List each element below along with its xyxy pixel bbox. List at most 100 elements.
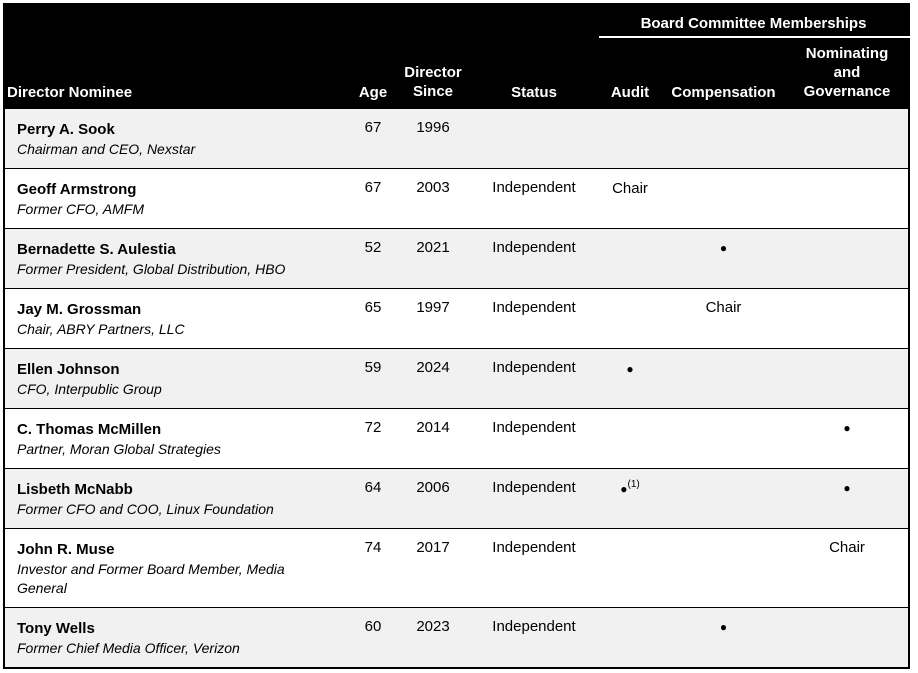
nominee-cell: Geoff Armstrong Former CFO, AMFM <box>4 169 349 229</box>
since-cell: 2014 <box>416 419 450 436</box>
director-name: Geoff Armstrong <box>17 181 137 198</box>
compensation-membership-mark: ● <box>719 241 728 255</box>
status-cell: Independent <box>492 179 576 196</box>
column-header-status: Status <box>469 37 599 109</box>
since-cell: 1997 <box>416 299 450 316</box>
group-header-spacer <box>4 4 599 37</box>
status-cell: Independent <box>492 539 576 556</box>
governance-cell <box>786 109 909 169</box>
director-row-tony-wells: Tony Wells Former Chief Media Officer, V… <box>4 607 910 669</box>
director-name: John R. Muse <box>17 541 115 558</box>
director-name: Tony Wells <box>17 620 95 637</box>
governance-cell <box>786 289 909 349</box>
nominee-cell: John R. Muse Investor and Former Board M… <box>4 529 349 608</box>
since-cell: 2023 <box>416 618 450 635</box>
compensation-cell: ● <box>661 229 786 289</box>
column-header-director-since-label: Director Since <box>404 64 462 100</box>
compensation-cell <box>661 349 786 409</box>
director-row-geoff-armstrong: Geoff Armstrong Former CFO, AMFM 67 2003… <box>4 168 910 229</box>
nominee-cell: Jay M. Grossman Chair, ABRY Partners, LL… <box>4 289 349 349</box>
compensation-cell: ● <box>661 608 786 669</box>
governance-cell: ● <box>786 469 909 529</box>
compensation-cell <box>661 169 786 229</box>
director-title: Partner, Moran Global Strategies <box>17 441 221 457</box>
column-header-age: Age <box>349 37 397 109</box>
governance-cell <box>786 229 909 289</box>
compensation-cell <box>661 109 786 169</box>
group-header-row: Board Committee Memberships <box>4 4 910 38</box>
nominee-cell: Perry A. Sook Chairman and CEO, Nexstar <box>4 109 349 169</box>
age-cell: 60 <box>364 618 382 635</box>
director-title: Chairman and CEO, Nexstar <box>17 141 196 157</box>
governance-cell <box>786 608 909 669</box>
status-cell: Independent <box>492 419 576 436</box>
compensation-cell: Chair <box>661 289 786 349</box>
audit-footnote-marker: (1) <box>627 479 640 490</box>
governance-membership-mark: ● <box>843 421 851 435</box>
audit-cell <box>599 608 661 669</box>
audit-cell: Chair <box>599 169 661 229</box>
since-cell: 2006 <box>416 479 450 496</box>
governance-chair-label: Chair <box>829 539 865 556</box>
director-title: Former Chief Media Officer, Verizon <box>17 640 240 656</box>
governance-cell <box>786 169 909 229</box>
status-cell: Independent <box>492 479 576 496</box>
status-cell <box>469 109 599 169</box>
director-name: Perry A. Sook <box>17 121 115 138</box>
governance-cell: Chair <box>786 529 909 608</box>
column-header-director-since: Director Since <box>397 37 469 109</box>
governance-cell: ● <box>786 409 909 469</box>
table-body: Perry A. Sook Chairman and CEO, Nexstar … <box>4 108 910 669</box>
status-cell: Independent <box>492 299 576 316</box>
age-cell: 52 <box>364 239 382 256</box>
column-header-compensation: Compensation <box>661 37 786 109</box>
audit-cell <box>599 229 661 289</box>
director-row-john-muse: John R. Muse Investor and Former Board M… <box>4 528 910 608</box>
age-cell: 67 <box>364 119 382 136</box>
compensation-cell <box>661 409 786 469</box>
status-cell: Independent <box>492 239 576 256</box>
director-title: Investor and Former Board Member, Media … <box>17 561 285 596</box>
director-name: Lisbeth McNabb <box>17 481 133 498</box>
audit-cell <box>599 409 661 469</box>
compensation-membership-mark: ● <box>719 620 728 634</box>
director-name: Bernadette S. Aulestia <box>17 241 176 258</box>
since-cell: 2024 <box>416 359 450 376</box>
compensation-chair-label: Chair <box>705 299 742 316</box>
director-row-perry-sook: Perry A. Sook Chairman and CEO, Nexstar … <box>4 108 910 169</box>
nominee-cell: Ellen Johnson CFO, Interpublic Group <box>4 349 349 409</box>
governance-membership-mark: ● <box>843 481 851 495</box>
director-title: Former CFO and COO, Linux Foundation <box>17 501 274 517</box>
director-row-thomas-mcmillen: C. Thomas McMillen Partner, Moran Global… <box>4 408 910 469</box>
audit-cell: ● <box>599 349 661 409</box>
audit-chair-label: Chair <box>612 180 648 197</box>
status-cell: Independent <box>492 359 576 376</box>
since-cell: 1996 <box>416 119 450 136</box>
column-header-audit: Audit <box>599 37 661 109</box>
nominee-cell: Tony Wells Former Chief Media Officer, V… <box>4 608 349 669</box>
audit-cell <box>599 109 661 169</box>
age-cell: 74 <box>364 539 382 556</box>
nominee-cell: Bernadette S. Aulestia Former President,… <box>4 229 349 289</box>
director-row-jay-grossman: Jay M. Grossman Chair, ABRY Partners, LL… <box>4 288 910 349</box>
column-header-nominating-governance: Nominating and Governance <box>786 37 910 109</box>
status-cell: Independent <box>492 618 576 635</box>
audit-cell <box>599 529 661 608</box>
audit-cell: ●(1) <box>599 469 661 529</box>
audit-cell <box>599 289 661 349</box>
table-header: Board Committee Memberships Director Nom… <box>4 4 910 109</box>
compensation-cell <box>661 529 786 608</box>
age-cell: 65 <box>364 299 382 316</box>
age-cell: 67 <box>364 179 382 196</box>
director-name: Jay M. Grossman <box>17 301 142 318</box>
column-header-director-nominee: Director Nominee <box>4 37 349 109</box>
director-row-lisbeth-mcnabb: Lisbeth McNabb Former CFO and COO, Linux… <box>4 468 910 529</box>
director-title: Former CFO, AMFM <box>17 201 145 217</box>
nominee-cell: C. Thomas McMillen Partner, Moran Global… <box>4 409 349 469</box>
age-cell: 59 <box>364 359 382 376</box>
director-title: CFO, Interpublic Group <box>17 381 162 397</box>
nominee-cell: Lisbeth McNabb Former CFO and COO, Linux… <box>4 469 349 529</box>
director-row-ellen-johnson: Ellen Johnson CFO, Interpublic Group 59 … <box>4 348 910 409</box>
director-title: Chair, ABRY Partners, LLC <box>17 321 185 337</box>
